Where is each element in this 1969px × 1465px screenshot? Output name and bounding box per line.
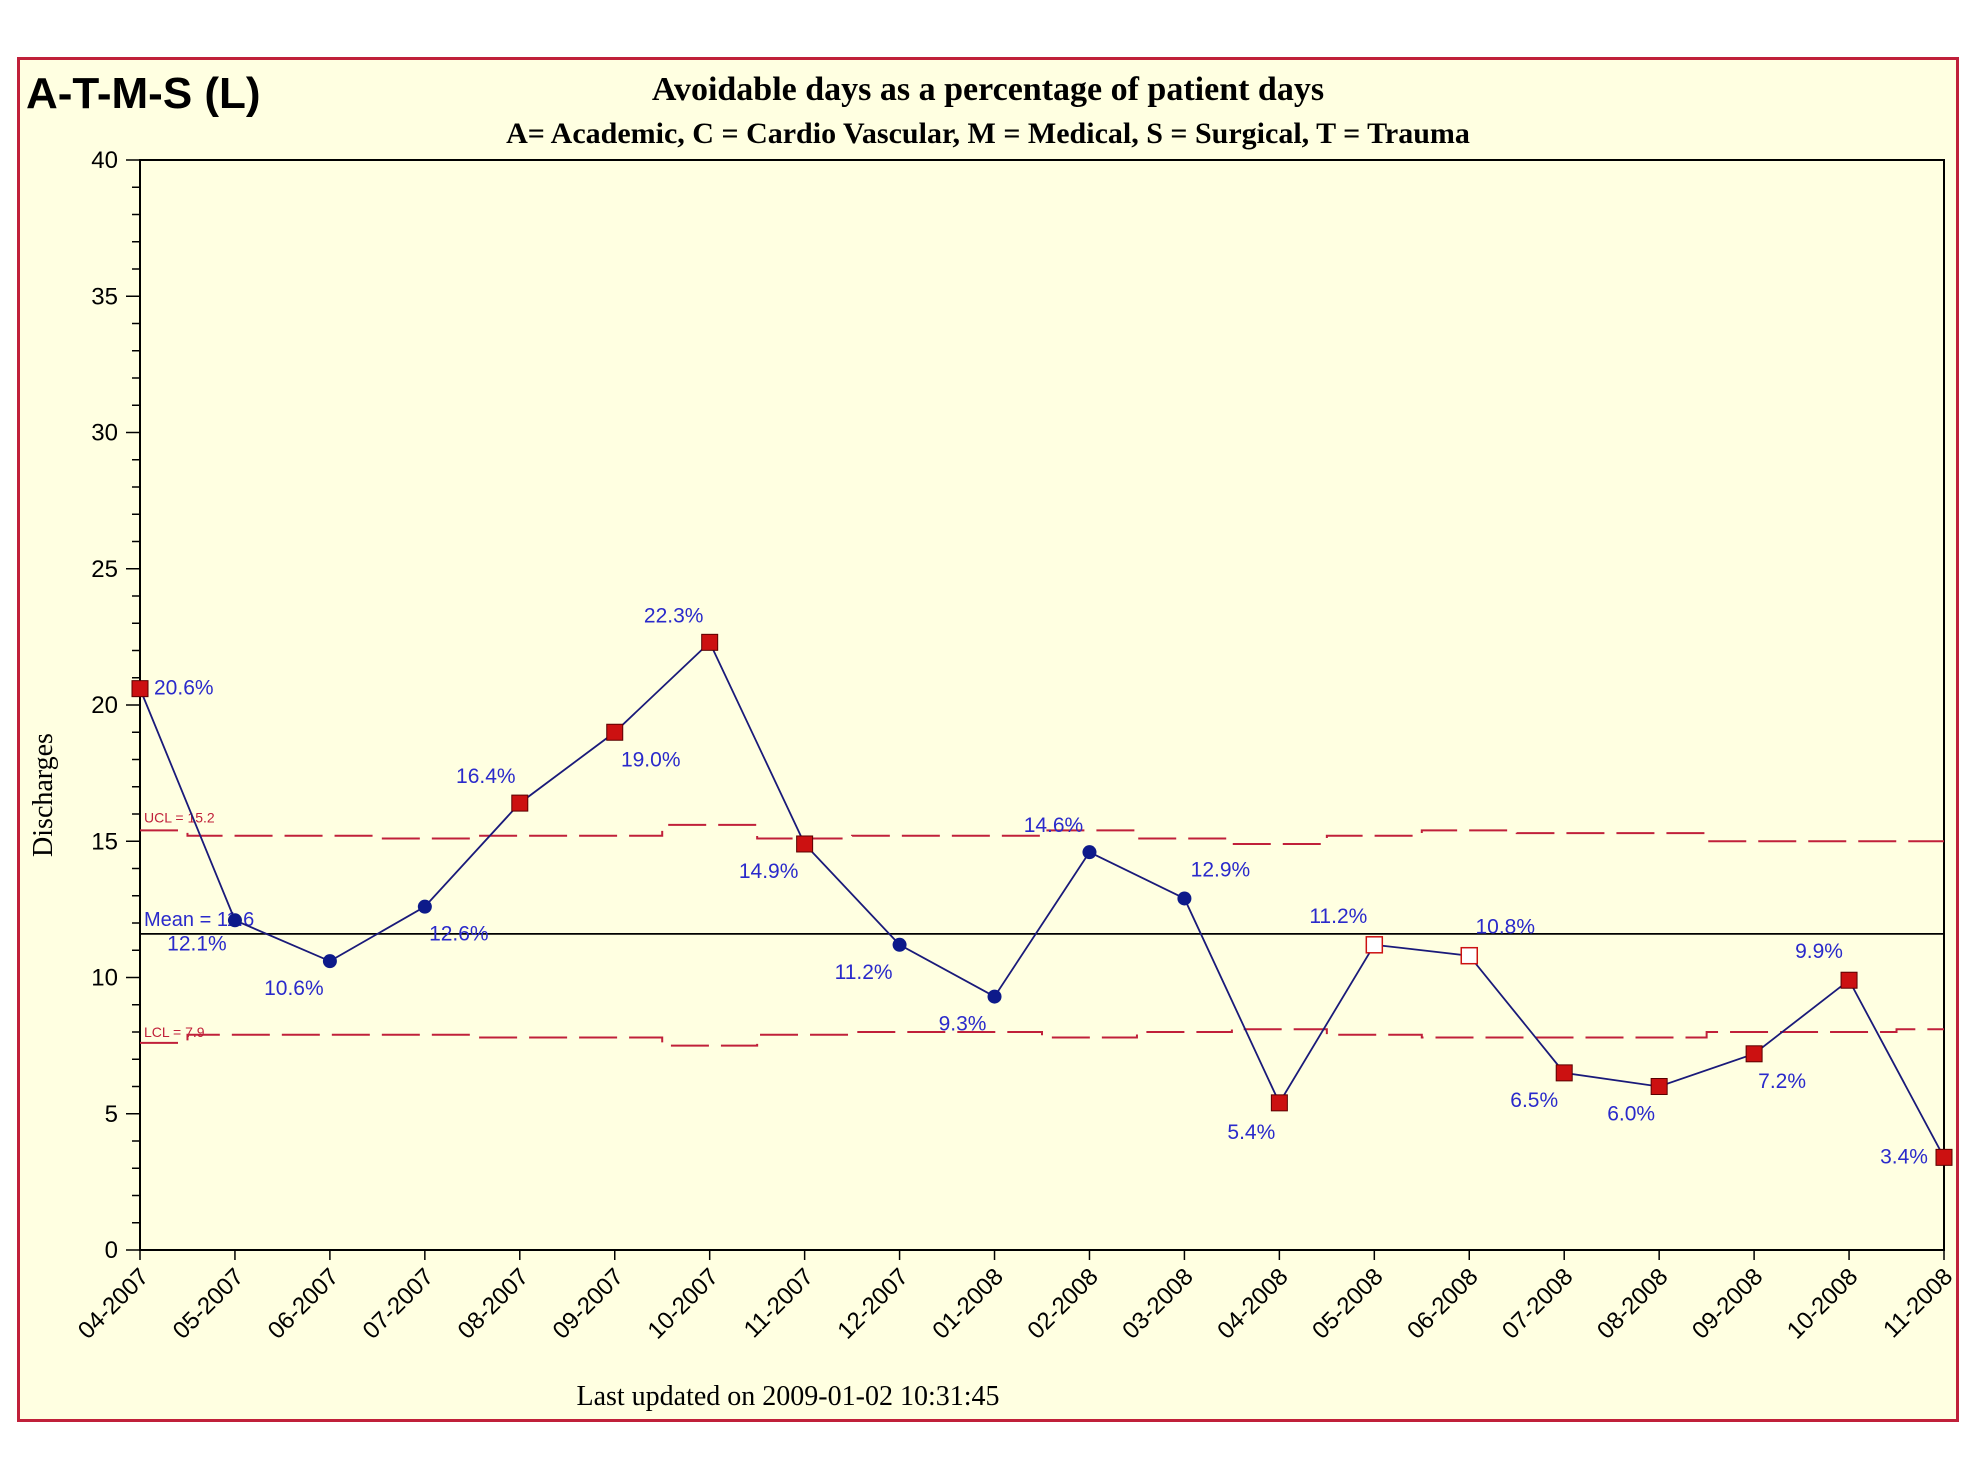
x-tick-label: 06-2007 (263, 1263, 344, 1344)
x-tick-label: 10-2007 (643, 1263, 724, 1344)
data-label: 10.8% (1475, 916, 1535, 939)
data-label: 12.1% (167, 932, 227, 955)
x-tick-label: 07-2007 (358, 1263, 439, 1344)
y-tick-label: 30 (91, 420, 118, 447)
data-point (131, 680, 149, 698)
data-point (1935, 1148, 1953, 1166)
y-axis-label: Discharges (28, 733, 59, 857)
data-point (227, 913, 242, 928)
x-tick-label: 03-2008 (1117, 1263, 1198, 1344)
data-label: 5.4% (1227, 1121, 1275, 1144)
y-tick-label: 35 (91, 283, 118, 310)
x-tick-label: 12-2007 (832, 1263, 913, 1344)
data-label: 3.4% (1880, 1145, 1928, 1168)
x-tick-label: 05-2008 (1307, 1263, 1388, 1344)
data-label: 12.9% (1191, 858, 1251, 881)
y-tick-label: 40 (91, 147, 118, 174)
series-line (139, 640, 1945, 1158)
x-tick-label: 06-2008 (1402, 1263, 1483, 1344)
x-tick-label: 09-2008 (1687, 1263, 1768, 1344)
x-tick-label: 10-2008 (1782, 1263, 1863, 1344)
x-tick-label: 08-2007 (453, 1263, 534, 1344)
lcl-label: LCL = 7.9 (144, 1024, 205, 1040)
data-point (1270, 1094, 1288, 1112)
x-tick-label: 04-2008 (1212, 1263, 1293, 1344)
control-chart: A-T-M-S (L) Avoidable days as a percenta… (26, 69, 1956, 1412)
data-point (701, 633, 719, 651)
point-labels: 20.6% 12.1% 10.6% 12.6% 16.4% 19.0% 22.3% 14.9%… (154, 604, 1928, 1168)
data-point (796, 835, 814, 853)
data-point (892, 937, 907, 952)
data-label: 6.0% (1607, 1103, 1655, 1126)
x-tick-label: 11-2008 (1878, 1263, 1956, 1343)
data-point (1460, 946, 1479, 965)
chart-subtitle: A= Academic, C = Cardio Vascular, M = Me… (506, 117, 1470, 150)
last-updated: Last updated on 2009-01-02 10:31:45 (576, 1381, 999, 1412)
plot-area (139, 159, 1945, 1251)
data-point (1082, 845, 1097, 860)
ucl-label: UCL = 15.2 (144, 809, 215, 825)
y-axis: 0 5 10 15 20 25 30 35 40 (91, 147, 140, 1264)
x-tick-label: 09-2007 (548, 1263, 629, 1344)
y-tick-label: 20 (91, 692, 118, 719)
data-label: 14.6% (1024, 814, 1084, 837)
data-label: 9.9% (1795, 940, 1843, 963)
x-tick-label: 05-2007 (168, 1263, 249, 1344)
mean-label: Mean = 11.6 (144, 909, 254, 931)
data-point (322, 954, 337, 969)
data-point (1365, 936, 1384, 954)
data-point (1555, 1064, 1573, 1082)
data-label: 9.3% (939, 1013, 987, 1036)
data-point (606, 723, 624, 741)
data-point (1650, 1078, 1668, 1095)
data-label: 7.2% (1758, 1070, 1806, 1093)
data-point (511, 794, 529, 812)
data-label: 10.6% (264, 977, 324, 1000)
data-label: 20.6% (154, 677, 214, 700)
data-label: 14.9% (739, 860, 799, 883)
lcl-line (140, 1028, 1944, 1047)
data-label: 22.3% (644, 604, 704, 627)
y-tick-label: 25 (91, 556, 118, 583)
data-point (987, 989, 1002, 1004)
x-tick-label: 11-2007 (739, 1263, 819, 1343)
data-label: 11.2% (835, 961, 893, 984)
x-tick-label: 08-2008 (1592, 1263, 1673, 1344)
data-point (1840, 971, 1858, 989)
data-label: 19.0% (621, 748, 681, 771)
y-tick-label: 0 (105, 1237, 118, 1264)
data-point (1745, 1045, 1763, 1063)
data-label: 6.5% (1510, 1089, 1558, 1112)
data-label: 12.6% (429, 923, 489, 946)
x-tick-label: 04-2007 (73, 1263, 154, 1344)
series (131, 633, 1953, 1166)
x-tick-label: 02-2008 (1022, 1263, 1103, 1344)
control-limits: UCL = 15.2 LCL = 7.9 Mean = 11.6 (140, 809, 1944, 1047)
x-tick-label: 07-2008 (1497, 1263, 1578, 1344)
data-point (417, 899, 432, 914)
data-point (1177, 891, 1192, 906)
y-tick-label: 5 (105, 1101, 118, 1128)
corner-title: A-T-M-S (L) (26, 69, 261, 118)
data-label: 11.2% (1309, 905, 1367, 928)
y-tick-label: 10 (91, 965, 118, 992)
x-tick-label: 01-2008 (927, 1263, 1008, 1344)
y-tick-label: 15 (91, 828, 118, 855)
chart-frame: A-T-M-S (L) Avoidable days as a percenta… (17, 57, 1959, 1422)
chart-title: Avoidable days as a percentage of patien… (652, 71, 1324, 108)
data-label: 16.4% (456, 765, 516, 788)
x-axis: 04-2007 05-2007 06-2007 07-2007 08-2007 09-20… (73, 1250, 1956, 1345)
